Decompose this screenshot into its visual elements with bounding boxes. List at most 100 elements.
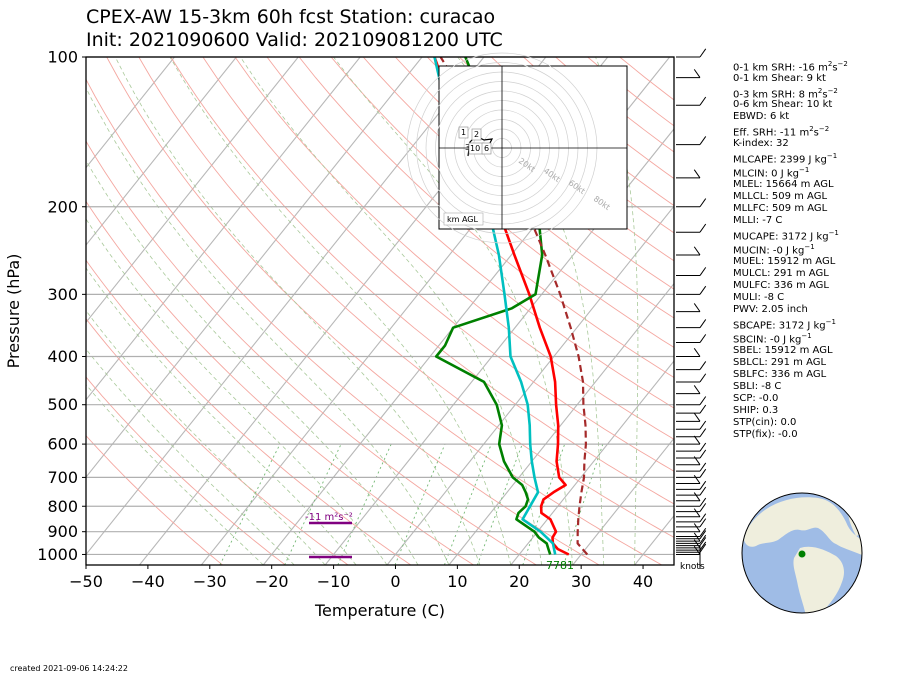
wind-barb	[676, 503, 707, 513]
wind-barb	[676, 449, 707, 459]
parameter-line: SBEL: 15912 m AGL	[733, 344, 833, 356]
dry-adiabat	[298, 57, 674, 378]
y-tick-label: 700	[47, 468, 78, 487]
isotherm-line	[86, 57, 237, 246]
parameter-line: SCP: -0.0	[733, 392, 779, 404]
x-tick-label: 30	[571, 572, 591, 591]
wind-barb	[676, 523, 701, 533]
dry-adiabat	[86, 78, 600, 565]
dry-adiabat	[394, 57, 674, 290]
y-tick-label: 400	[47, 347, 78, 366]
wind-barb	[676, 136, 707, 146]
moist-adiabat	[86, 218, 388, 565]
parameter-line: MLLI: -7 C	[733, 214, 783, 226]
wind-barb	[676, 223, 707, 233]
isotherm-line	[86, 57, 299, 324]
moist-adiabat	[86, 383, 264, 565]
wind-barb	[676, 537, 707, 547]
hodograph-height-label: 1	[461, 128, 466, 137]
creation-timestamp: created 2021-09-06 14:24:22	[10, 664, 128, 673]
dry-adiabat	[86, 376, 286, 565]
wind-barb	[676, 420, 707, 430]
parameter-line: SBLI: -8 C	[733, 380, 782, 392]
wind-barb	[676, 334, 707, 344]
wind-barb	[676, 475, 701, 484]
parameter-line: SBLCL: 291 m AGL	[733, 356, 827, 368]
wind-barb	[676, 543, 707, 553]
hodograph-height-label: 6	[484, 144, 489, 153]
isotherm-line	[510, 360, 674, 565]
parameter-line: 0-1 km SRH: -16 m2s−2	[733, 60, 848, 74]
location-globe	[741, 492, 863, 614]
parameter-line: SBLFC: 336 m AGL	[733, 368, 827, 380]
dry-adiabat	[86, 318, 349, 565]
parameter-line: MUCIN: -0 J kg−1	[733, 243, 815, 257]
wind-barb	[676, 497, 707, 507]
parameter-line: MULI: -8 C	[733, 291, 785, 303]
wind-barb	[676, 396, 707, 406]
parameter-line: EBWD: 6 kt	[733, 111, 790, 122]
parameter-line: MLCAPE: 2399 J kg−1	[733, 151, 838, 165]
mixing-ratio-line	[394, 443, 446, 565]
wind-barb	[676, 518, 707, 528]
x-tick-label: 40	[633, 572, 653, 591]
dry-adiabat	[202, 57, 674, 472]
isotherm-line	[86, 57, 175, 169]
parameter-line: STP(cin): 0.0	[733, 416, 797, 428]
mixing-ratio-line	[337, 443, 392, 565]
wind-barb	[676, 513, 707, 523]
y-tick-label: 500	[47, 395, 78, 414]
dry-adiabat	[234, 57, 674, 440]
hodograph-label-box	[481, 142, 492, 155]
wind-barbs	[676, 48, 707, 569]
wind-barb	[676, 385, 701, 395]
wind-barb	[676, 480, 707, 490]
wind-barb	[676, 285, 707, 295]
wind-barb	[676, 486, 707, 496]
dry-adiabat	[362, 57, 674, 319]
x-tick-label: −50	[69, 572, 103, 591]
moist-adiabat	[86, 348, 295, 565]
parameter-line: MLLCL: 509 m AGL	[733, 190, 828, 202]
x-tick-label: 10	[447, 572, 467, 591]
wind-barb	[676, 319, 707, 329]
y-axis-label: Pressure (hPa)	[4, 254, 23, 369]
wind-barb	[676, 530, 707, 540]
dry-adiabat	[266, 57, 674, 409]
dry-adiabat	[138, 57, 674, 538]
moist-adiabat	[86, 310, 326, 565]
parameter-line: 0-1 km Shear: 9 kt	[733, 72, 826, 84]
hodograph-label-box	[458, 126, 469, 139]
wind-barb	[676, 169, 701, 179]
moist-adiabat	[86, 86, 450, 565]
wind-barb	[676, 361, 707, 371]
dry-adiabat	[106, 57, 663, 565]
isotherm-line	[86, 57, 361, 401]
hodograph-height-label: 10	[470, 144, 480, 153]
y-axis: 100 200 300 400 500 600 700 800 900 1000	[37, 48, 86, 564]
parameter-line: SBCIN: -0 J kg−1	[733, 332, 812, 346]
y-tick-label: 800	[47, 497, 78, 516]
parameter-line: MLCIN: 0 J kg−1	[733, 166, 810, 180]
wind-barb	[676, 412, 701, 422]
dry-adiabat	[86, 200, 474, 565]
x-tick-label: −20	[255, 572, 289, 591]
dry-adiabat	[86, 140, 537, 565]
hodograph-inset: 20kt 40kt 60kt 80kt 1 2 3 10 6 km AGL	[406, 52, 628, 244]
mixing-ratio-line	[219, 443, 281, 565]
x-axis: −50 −40 −30 −20 −10 0 10 20 30 40	[69, 565, 653, 591]
mixing-ratio-line	[563, 443, 604, 565]
wind-barb	[676, 373, 707, 383]
y-tick-label: 300	[47, 285, 78, 304]
wind-barb	[676, 532, 701, 542]
x-tick-label: −10	[317, 572, 351, 591]
dry-adiabat	[86, 434, 223, 565]
chart-title-line2: Init: 2021090600 Valid: 2021090812​00 UT…	[86, 29, 503, 51]
x-axis-label: Temperature (C)	[314, 601, 445, 620]
wind-barb	[676, 48, 707, 58]
y-tick-label: 600	[47, 435, 78, 454]
hodograph-height-label: 3	[465, 143, 470, 152]
parameter-line: MLLFC: 509 m AGL	[733, 202, 828, 214]
wind-barb	[676, 541, 707, 551]
y-tick-label: 900	[47, 522, 78, 541]
